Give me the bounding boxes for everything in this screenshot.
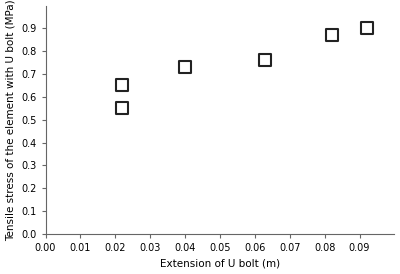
Point bbox=[119, 106, 126, 110]
Point bbox=[262, 58, 268, 62]
Point bbox=[182, 65, 188, 69]
Point bbox=[363, 26, 370, 31]
Point bbox=[328, 33, 335, 38]
X-axis label: Extension of U bolt (m): Extension of U bolt (m) bbox=[160, 258, 280, 269]
Y-axis label: Tensile stress of the element with U bolt (MPa): Tensile stress of the element with U bol… bbox=[6, 0, 16, 241]
Point bbox=[119, 83, 126, 88]
